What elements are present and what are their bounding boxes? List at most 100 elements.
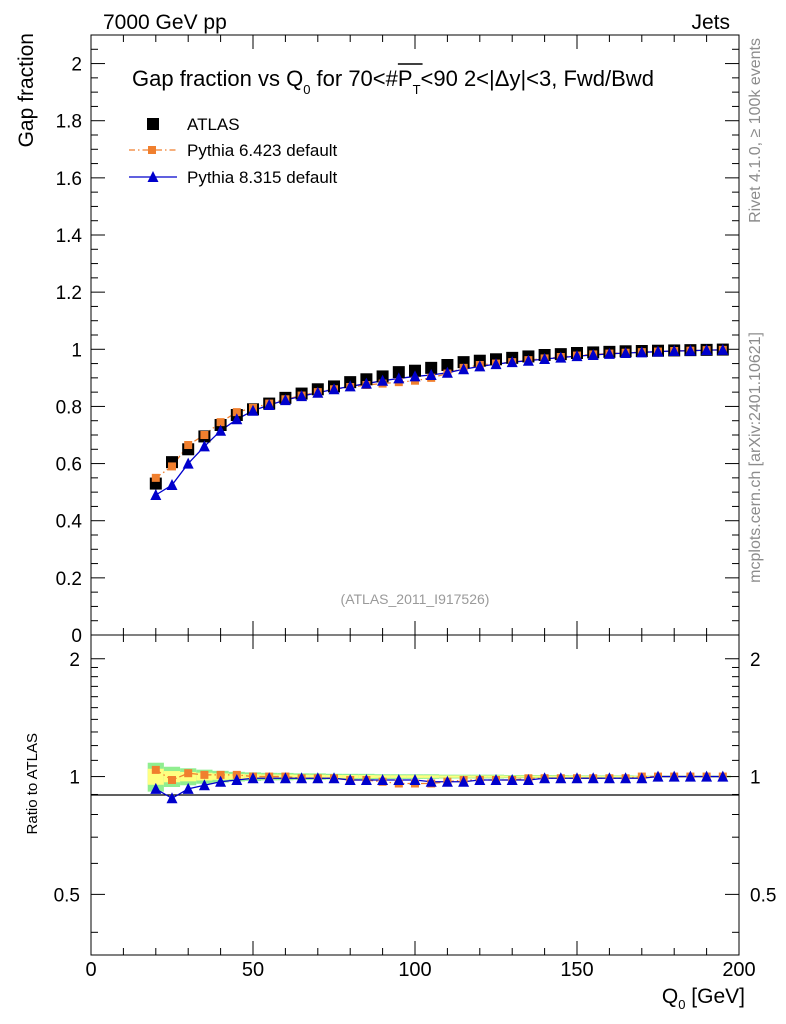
pythia8-point xyxy=(166,479,178,490)
pythia6-ratio-point xyxy=(200,770,209,779)
pythia8-point xyxy=(701,344,713,356)
pythia8-ratio-point xyxy=(247,772,259,784)
pythia8-point xyxy=(393,372,405,384)
pythia8-point xyxy=(474,360,486,372)
legend-label-pythia6: Pythia 6.423 default xyxy=(187,141,338,160)
y-tick-label: 2 xyxy=(71,55,82,76)
pythia8-ratio-point xyxy=(587,772,599,784)
pythia8-point xyxy=(360,377,372,389)
pythia8-point xyxy=(587,349,599,360)
pythia8-ratio-point xyxy=(166,792,178,804)
pythia8-point xyxy=(717,343,729,355)
pythia8-ratio-point xyxy=(409,773,421,785)
x-axis-label-unit: [GeV] xyxy=(685,985,745,1008)
legend-label-pythia8: Pythia 8.315 default xyxy=(187,168,338,187)
pythia8-ratio-point xyxy=(263,772,275,784)
ratio-y-tick-label-right: 1 xyxy=(750,768,761,789)
pythia8-point xyxy=(409,370,421,382)
pythia8-point xyxy=(458,363,470,375)
pythia8-point xyxy=(215,424,227,436)
pythia8-point xyxy=(312,386,324,398)
title-pt-subscript: T xyxy=(413,82,421,97)
pythia8-ratio-point xyxy=(393,773,405,785)
pythia8-ratio-point xyxy=(620,772,632,784)
header-process-label: Jets xyxy=(691,11,730,34)
pythia8-point xyxy=(506,356,518,368)
pythia6-point xyxy=(168,462,176,471)
pythia8-point xyxy=(652,345,664,357)
y-axis-label: Gap fraction xyxy=(15,33,38,147)
ratio-y-tick-label-right: 2 xyxy=(750,650,761,671)
axis-ticks xyxy=(90,34,740,955)
pythia6-point xyxy=(200,431,209,439)
ratio-y-tick-label: 2 xyxy=(69,650,80,671)
atlas-point xyxy=(441,359,454,371)
pythia8-point xyxy=(263,399,275,410)
title-q-subscript: 0 xyxy=(303,82,310,97)
title-tail: <90 2<|Δy|<3, Fwd/Bwd xyxy=(421,66,654,91)
x-tick-label: 50 xyxy=(242,959,264,981)
pythia8-ratio-point xyxy=(215,775,227,787)
pythia8-point xyxy=(620,347,632,358)
axis-tick-labels: 0 50 100 150 200 0 0.2 0.4 0.6 0.8 1 1.2 1.4 1.6 1.8 2 0… xyxy=(54,55,777,981)
pythia8-point xyxy=(539,353,551,364)
pythia8-point xyxy=(344,380,356,392)
pythia8-ratio-point xyxy=(701,770,713,782)
y-tick-label: 0.6 xyxy=(56,455,82,476)
pythia8-ratio-point xyxy=(652,770,664,782)
pythia8-point xyxy=(425,369,437,380)
pythia8-ratio-point xyxy=(522,773,534,785)
pythia8-ratio-point xyxy=(344,773,356,785)
pythia8-point xyxy=(198,440,210,452)
pythia8-ratio-point xyxy=(636,772,648,784)
atlas-point xyxy=(425,361,438,374)
y-tick-label: 1.6 xyxy=(56,169,82,190)
y-tick-label: 0 xyxy=(71,626,82,647)
pythia8-ratio-point xyxy=(360,773,372,785)
x-tick-label: 200 xyxy=(722,959,755,981)
header-energy-label: 7000 GeV pp xyxy=(103,11,227,34)
pythia8-ratio-point xyxy=(506,773,518,785)
chart-title: Gap fraction vs Q0 for 70<#PT<90 2<|Δy|<… xyxy=(132,66,654,97)
pythia8-ratio-point xyxy=(539,772,551,784)
legend-marker-pythia6 xyxy=(148,146,156,154)
y-tick-label: 1.2 xyxy=(56,283,82,304)
pythia8-ratio-point xyxy=(425,775,437,787)
pythia6-ratio-point xyxy=(168,775,176,784)
y-tick-label: 0.8 xyxy=(56,397,82,418)
pythia8-ratio-point xyxy=(668,770,680,782)
pythia8-point xyxy=(231,413,243,425)
pythia8-ratio-point xyxy=(231,773,243,785)
pythia8-ratio-point xyxy=(717,770,729,782)
main-series-group xyxy=(149,343,729,500)
x-axis-label: Q0 [GeV] xyxy=(662,985,745,1012)
x-axis-label-subscript: 0 xyxy=(678,997,685,1012)
pythia8-ratio-point xyxy=(603,772,615,784)
legend-marker-atlas xyxy=(147,118,159,130)
pythia8-ratio-point xyxy=(458,775,470,787)
pythia8-ratio-point xyxy=(490,773,502,785)
legend-label-atlas: ATLAS xyxy=(187,115,240,134)
pythia8-point xyxy=(328,383,340,395)
pythia8-ratio-point xyxy=(296,772,308,784)
pythia8-point xyxy=(684,344,696,356)
pythia8-ratio-point xyxy=(684,770,696,782)
x-tick-label: 0 xyxy=(85,959,96,981)
pythia8-ratio-point xyxy=(182,782,194,794)
y-tick-label: 0.4 xyxy=(56,512,83,533)
pythia8-point xyxy=(555,351,567,363)
y-tick-label: 1.8 xyxy=(56,112,82,133)
ratio-y-tick-label: 0.5 xyxy=(54,885,80,906)
pythia8-ratio-point xyxy=(571,772,583,784)
pythia8-point xyxy=(571,350,583,362)
pythia8-point xyxy=(247,404,259,416)
ratio-y-axis-label: Ratio to ATLAS xyxy=(24,733,41,834)
pythia8-point xyxy=(441,366,453,378)
pythia8-ratio-point xyxy=(555,772,567,784)
pythia6-point xyxy=(232,408,241,417)
pythia6-point xyxy=(184,441,193,449)
mcplots-reference-label: mcplots.cern.ch [arXiv:2401.10621] xyxy=(747,332,764,583)
pythia8-ratio-point xyxy=(474,773,486,785)
atlas-point xyxy=(392,366,405,379)
